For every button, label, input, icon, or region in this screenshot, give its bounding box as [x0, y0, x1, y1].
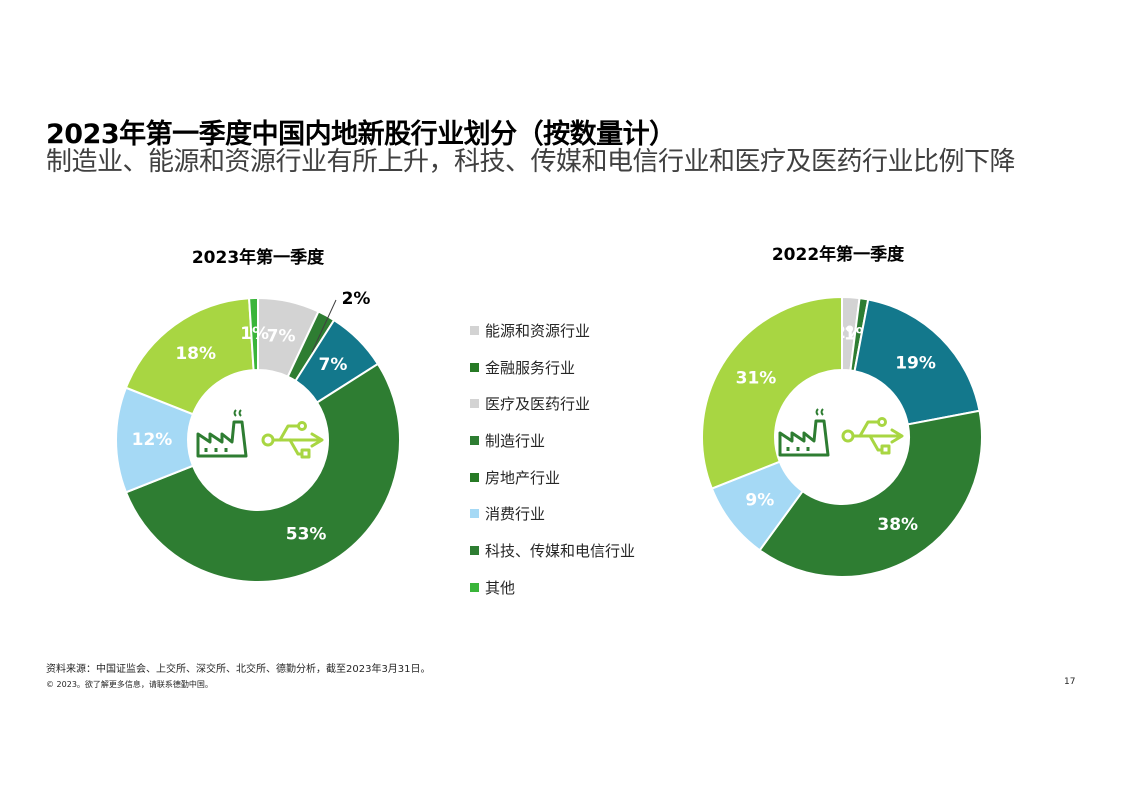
legend-label: 科技、传媒和电信行业	[485, 541, 636, 560]
donut-2023-slice-5	[124, 297, 255, 416]
legend-label: 能源和资源行业	[485, 321, 591, 340]
donut-chart-2023: 7% 2% 7% 53% 12% 18% 1%	[115, 289, 401, 583]
factory-icon	[196, 409, 248, 458]
legend: 能源和资源行业 金融服务行业 医疗及医药行业 制造行业 房地产行业 消费行业 科…	[470, 312, 635, 606]
donut-2022-slice-3	[758, 409, 983, 578]
legend-swatch	[470, 582, 479, 592]
donut-2023-label-5: 18%	[175, 344, 216, 364]
legend-item: 制造行业	[470, 422, 635, 459]
donut-2022-slice-2	[853, 298, 981, 426]
legend-label: 其他	[485, 578, 516, 597]
legend-swatch	[470, 472, 479, 482]
donut-chart-2022: 2%1%19%38%9%31%	[701, 295, 983, 578]
legend-label: 消费行业	[485, 505, 546, 524]
page-subtitle: 制造业、能源和资源行业有所上升，科技、传媒和电信行业和医疗及医药行业比例下降	[46, 147, 1016, 177]
source-note: 资料来源：中国证监会、上交所、深交所、北交所、德勤分析，截至2023年3月31日…	[46, 664, 431, 675]
legend-item: 金融服务行业	[470, 349, 635, 386]
page-number: 17	[1064, 677, 1076, 687]
legend-item: 科技、传媒和电信行业	[470, 532, 635, 569]
page-title: 2023年第一季度中国内地新股行业划分（按数量计）	[46, 119, 676, 150]
legend-swatch	[470, 545, 479, 555]
legend-item: 房地产行业	[470, 459, 635, 496]
donut-2023-label-1: 2%	[342, 289, 371, 309]
donut-2023-label-0: 7%	[267, 327, 296, 347]
donut-2023-label-3: 53%	[286, 524, 327, 544]
donut-2022-label-4: 9%	[745, 491, 774, 511]
legend-item: 医疗及医药行业	[470, 385, 635, 422]
usb-icon	[261, 421, 324, 459]
legend-label: 金融服务行业	[485, 358, 576, 377]
donut-2022-label-5: 31%	[736, 369, 777, 389]
legend-swatch	[470, 325, 479, 335]
donut-2023-label-6: 1%	[240, 324, 269, 344]
legend-label: 房地产行业	[485, 468, 561, 487]
donut-2022-label-3: 38%	[877, 515, 918, 535]
legend-item: 消费行业	[470, 495, 635, 532]
donut-2023-label-4: 12%	[132, 430, 173, 450]
chart-2022-title: 2022年第一季度	[771, 245, 905, 265]
legend-label: 制造行业	[485, 431, 546, 450]
legend-swatch	[470, 399, 479, 409]
legend-label: 医疗及医药行业	[485, 395, 591, 414]
legend-item: 其他	[470, 569, 635, 606]
usb-icon	[841, 417, 904, 455]
leader-line-2pct	[311, 299, 337, 353]
copyright: © 2023。欲了解更多信息，请联系德勤中国。	[46, 680, 213, 689]
chart-2023-title: 2023年第一季度	[191, 248, 325, 268]
donut-2023-slice-6	[248, 296, 259, 372]
donut-2023-label-2: 7%	[319, 355, 348, 375]
donut-2022-slice-5	[701, 295, 843, 490]
donut-2023-slice-3	[124, 362, 401, 583]
legend-swatch	[470, 362, 479, 372]
legend-swatch	[470, 435, 479, 445]
legend-item: 能源和资源行业	[470, 312, 635, 349]
legend-swatch	[470, 509, 479, 519]
factory-icon	[778, 408, 830, 457]
donut-2022-label-2: 19%	[895, 353, 936, 373]
